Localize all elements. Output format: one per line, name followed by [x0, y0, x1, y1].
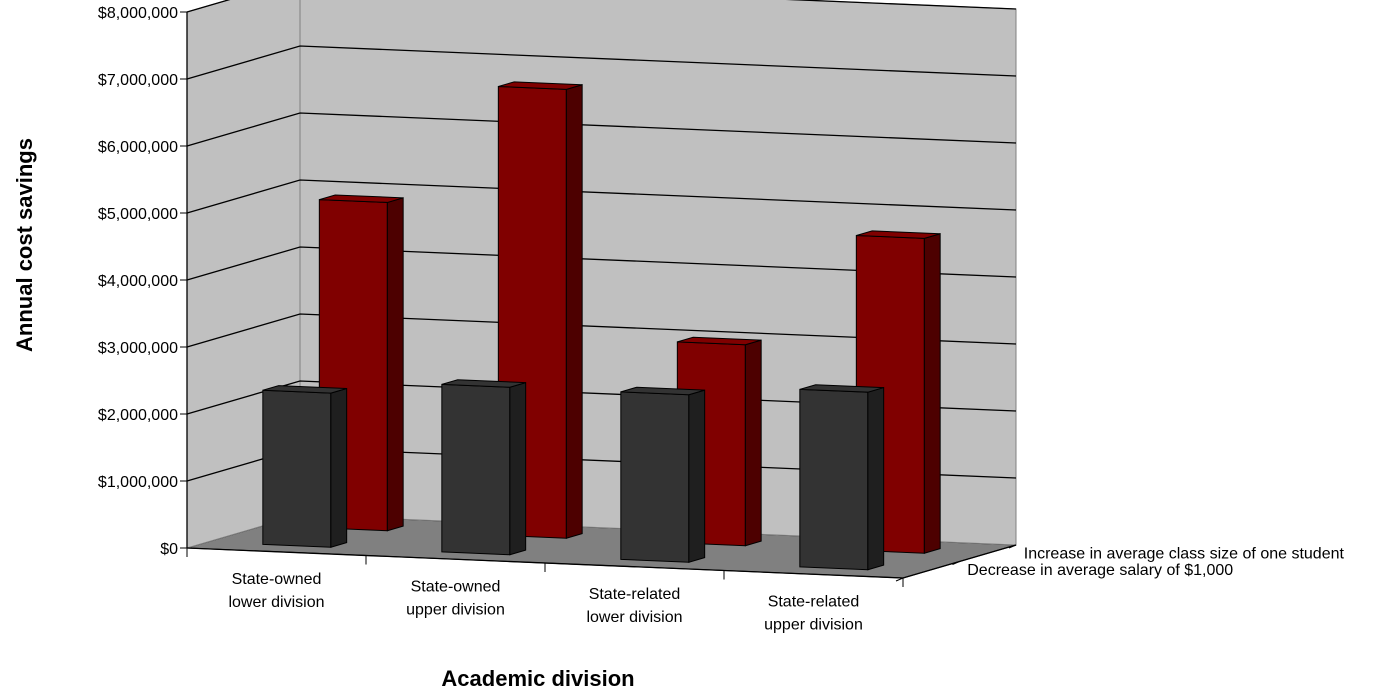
bar-side: [923, 233, 941, 554]
gridline: [186, 313, 1017, 348]
bar-front: [799, 388, 869, 571]
depth-tick-mark: [895, 577, 904, 582]
labels: Academic division Annual cost savings $0…: [12, 5, 1344, 691]
y-tick-label: $4,000,000: [98, 273, 178, 290]
gridline: [186, 0, 1017, 13]
gridline: [186, 179, 1017, 214]
x-tick-label: State-owned lower division: [228, 571, 324, 611]
bar-top: [498, 81, 583, 90]
gridline: [186, 112, 1017, 147]
depth-tick-mark: [952, 561, 960, 565]
bar-front: [262, 389, 332, 548]
y-tick-label: $7,000,000: [98, 72, 178, 89]
y-tick-label: $8,000,000: [98, 5, 178, 22]
bar-top: [262, 385, 347, 394]
depth-tick-mark: [1008, 544, 1017, 549]
bar-top: [620, 386, 705, 396]
axes: [180, 11, 1017, 587]
x-tick-label: State-related lower division: [586, 586, 682, 626]
y-axis-title: Annual cost savings: [12, 138, 37, 352]
bar-side: [386, 197, 404, 532]
bar-side: [688, 389, 706, 563]
y-tick-label: $3,000,000: [98, 340, 178, 357]
bar-top: [441, 379, 526, 388]
bar: [620, 386, 706, 563]
bar-side: [867, 386, 885, 571]
bar-side: [565, 84, 583, 539]
x-tick-label: State-owned upper division: [406, 578, 505, 618]
bar-top: [319, 194, 404, 203]
gridlines: [186, 0, 1017, 482]
bar-top: [799, 384, 884, 393]
bar-top: [677, 336, 762, 346]
bar-side: [509, 381, 527, 556]
y-tick-label: $5,000,000: [98, 206, 178, 223]
series-label: Increase in average class size of one st…: [1024, 545, 1345, 562]
bar-front: [441, 383, 511, 556]
y-tick-label: $1,000,000: [98, 474, 178, 491]
bar-top: [856, 230, 941, 239]
gridline: [186, 380, 1017, 415]
bars: [262, 81, 941, 571]
y-tick-label: $6,000,000: [98, 139, 178, 156]
bar: [799, 384, 885, 571]
x-tick-label: State-related upper division: [764, 593, 863, 633]
bar-side: [330, 387, 348, 548]
gridline: [186, 246, 1017, 281]
y-tick-label: $0: [160, 541, 178, 558]
y-tick-label: $2,000,000: [98, 407, 178, 424]
bar: [262, 385, 348, 548]
bar-front: [620, 391, 690, 563]
bar-side: [744, 339, 762, 547]
bar: [441, 379, 527, 556]
series-label: Decrease in average salary of $1,000: [967, 562, 1233, 579]
gridline: [186, 45, 1017, 80]
x-axis-title: Academic division: [441, 666, 634, 691]
